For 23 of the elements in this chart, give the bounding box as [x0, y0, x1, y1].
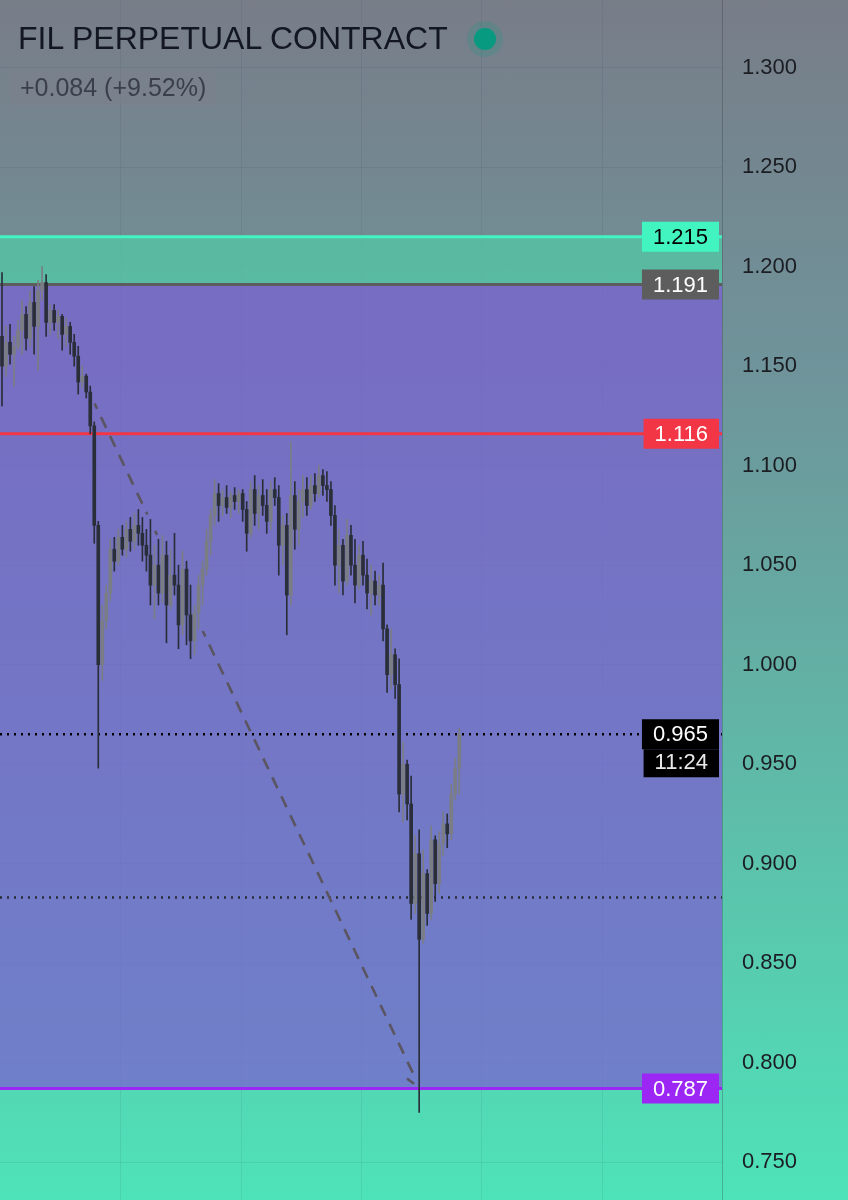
y-tick-label: 1.300	[742, 53, 798, 79]
candlestick	[369, 564, 373, 616]
y-tick-label: 1.250	[742, 153, 798, 179]
y-tick-label: 0.900	[742, 849, 798, 875]
candlestick	[0, 272, 4, 407]
y-tick-label: 1.100	[742, 451, 798, 477]
text: FIL PERPETUAL CONTRACT	[18, 20, 448, 57]
y-tick-label: 0.800	[742, 1048, 798, 1074]
ref-line-label: 0.787	[652, 1075, 708, 1101]
y-tick-label: 1.050	[742, 551, 798, 577]
y-tick-label: 0.950	[742, 750, 798, 776]
y-tick-label: 1.000	[742, 650, 798, 676]
candlestick	[56, 310, 60, 339]
text: +0.084 (+9.52%)	[10, 70, 217, 105]
ref-line-label: 1.191	[652, 271, 708, 297]
annotation: 11:24	[654, 749, 708, 775]
y-tick-label: 0.750	[742, 1148, 798, 1174]
y-tick-label: 0.850	[742, 949, 798, 975]
ref-line-label: 1.116	[654, 420, 708, 446]
y-tick-label: 1.150	[742, 352, 798, 378]
y-tick-label: 1.200	[742, 252, 798, 278]
ref-line-label: 0.965	[652, 721, 708, 747]
ref-line-label: 1.215	[652, 223, 708, 249]
